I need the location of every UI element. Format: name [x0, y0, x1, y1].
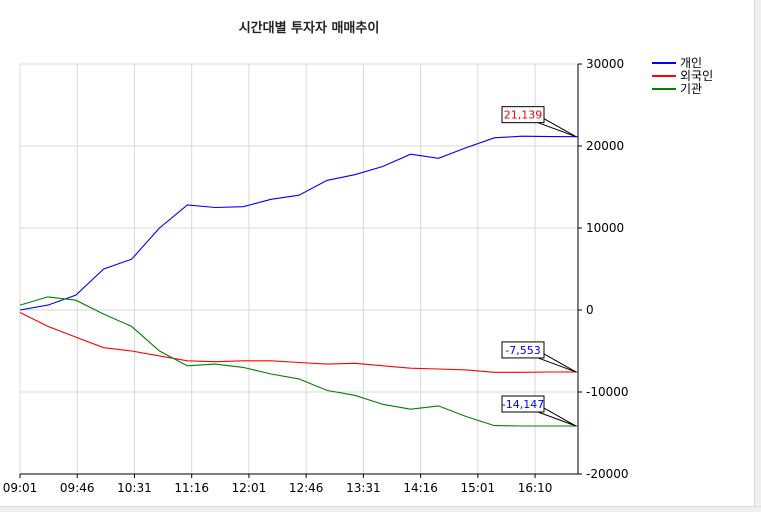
end-label-box-1: [501, 341, 545, 359]
end-label-pointer-2: [537, 407, 577, 427]
chart-title: 시간대별 투자자 매매추이: [239, 20, 380, 36]
series-line-0: [19, 135, 579, 311]
x-tick-label: 14:16: [403, 481, 438, 495]
x-tick-label: 10:31: [117, 481, 152, 495]
end-label-0: 21,139: [504, 109, 543, 122]
x-tick-label: 09:01: [3, 481, 38, 495]
end-label-2: -14,147: [502, 398, 544, 411]
series-line-1: [19, 312, 579, 373]
x-tick-label: 11:16: [174, 481, 209, 495]
legend-entry-2: 기관: [680, 82, 702, 96]
x-tick-label: 12:46: [289, 481, 324, 495]
grid: [19, 63, 579, 475]
x-tick-label: 16:10: [518, 481, 553, 495]
y-tick-label: 30000: [586, 57, 624, 71]
end-label-pointer-1: [537, 353, 577, 373]
window-border-bottom: [0, 506, 761, 512]
y-tick-label: 0: [586, 303, 594, 317]
y-tick-label: 10000: [586, 221, 624, 235]
y-tick-label: -20000: [586, 467, 629, 481]
x-tick-label: 12:01: [232, 481, 267, 495]
end-label-pointer-0: [537, 118, 577, 138]
plot-area: [19, 63, 579, 475]
end-labels: 21,139 -7,553 -14,147: [501, 106, 577, 427]
axes: 30000 20000 10000 0 -10000 -20000 09:01 09:46 10…: [3, 57, 629, 495]
x-tick-label: 15:01: [461, 481, 496, 495]
end-label-1: -7,553: [505, 344, 540, 357]
end-label-box-2: [501, 395, 545, 413]
series-line-2: [19, 296, 578, 427]
x-tick-label: 09:46: [60, 481, 95, 495]
series-layer: [19, 135, 579, 427]
y-tick-label: 20000: [586, 139, 624, 153]
y-tick-label: -10000: [586, 385, 629, 399]
legend-entry-1: 외국인: [680, 69, 713, 83]
x-tick-label: 13:31: [346, 481, 381, 495]
legend-entry-0: 개인: [680, 56, 702, 70]
window-border-right: [754, 0, 761, 512]
end-label-box-0: [501, 106, 545, 124]
